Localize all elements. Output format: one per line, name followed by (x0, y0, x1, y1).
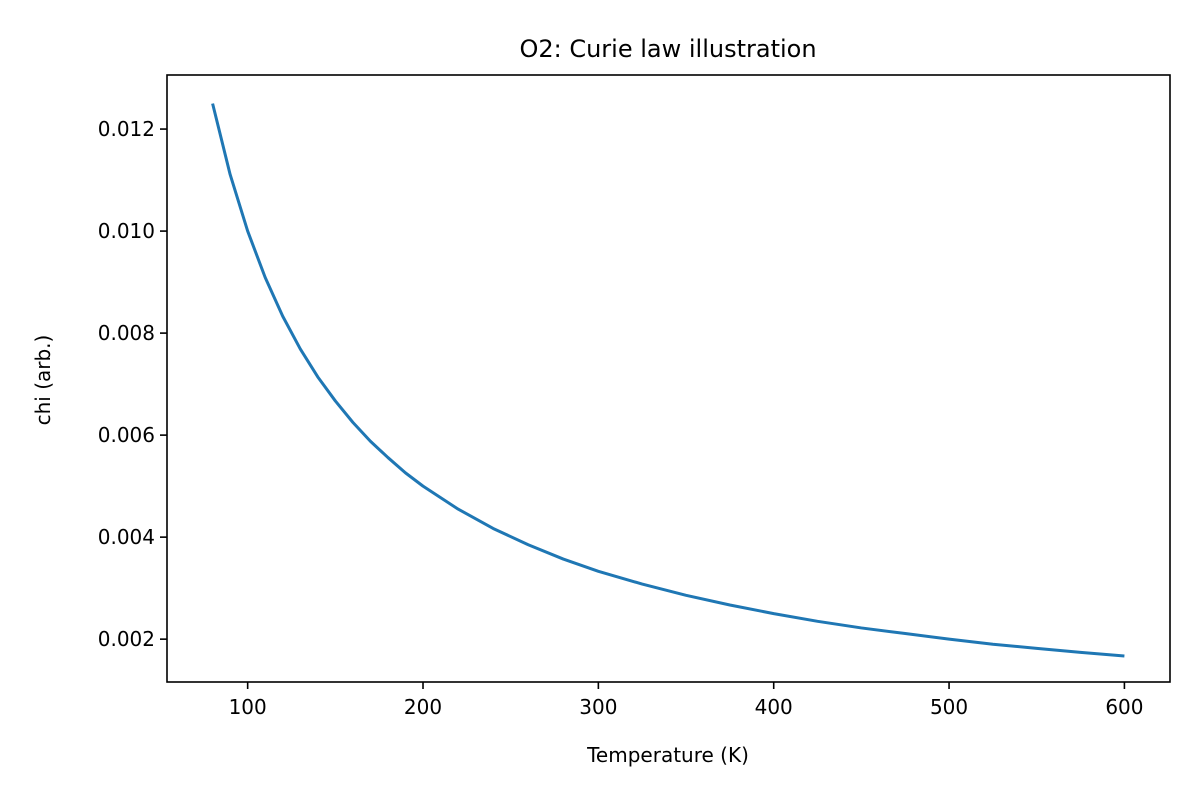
y-tick-label: 0.004 (98, 525, 155, 549)
x-tick-label: 100 (229, 695, 267, 719)
y-tick-label: 0.010 (98, 219, 155, 243)
plot-area: 100 200 300 400 500 600 0.002 0.004 0.006 0.008 0.… (98, 74, 1171, 719)
y-tick-label: 0.002 (98, 627, 155, 651)
x-tick-label: 200 (404, 695, 442, 719)
x-tick-label: 300 (579, 695, 617, 719)
y-tick-label: 0.012 (98, 117, 155, 141)
y-tick-label: 0.006 (98, 423, 155, 447)
x-axis-label: Temperature (K) (586, 743, 749, 767)
x-tick-label: 600 (1105, 695, 1143, 719)
x-tick-label: 500 (930, 695, 968, 719)
axes-frame (166, 74, 1171, 683)
y-axis-label: chi (arb.) (31, 335, 55, 426)
series-line-0 (211, 103, 1125, 658)
x-tick-label: 400 (755, 695, 793, 719)
y-tick-label: 0.008 (98, 321, 155, 345)
chart-title: O2: Curie law illustration (519, 35, 816, 63)
